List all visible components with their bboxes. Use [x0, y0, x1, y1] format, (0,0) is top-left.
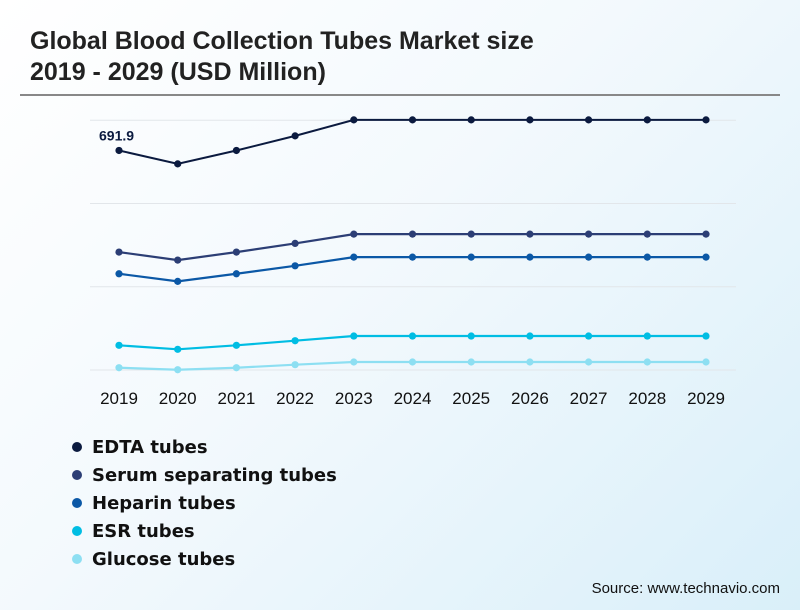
legend-dot-icon: [72, 526, 82, 536]
x-tick-label: 2025: [452, 389, 490, 408]
data-point: [115, 146, 123, 155]
legend-dot-icon: [72, 470, 82, 480]
data-point: [643, 230, 651, 238]
data-point: [350, 332, 358, 340]
data-point: [232, 341, 240, 349]
data-point: [291, 239, 299, 248]
title-divider: [20, 94, 780, 96]
data-point: [467, 332, 475, 340]
legend-item: Glucose tubes: [72, 545, 337, 573]
data-label: 691.9: [99, 127, 134, 143]
data-point: [702, 332, 710, 340]
x-tick-label: 2027: [570, 389, 608, 408]
data-point: [643, 358, 651, 366]
legend-label: Glucose tubes: [92, 548, 236, 570]
data-point: [174, 256, 182, 264]
data-point: [291, 361, 299, 369]
data-point: [526, 253, 534, 261]
data-point: [408, 253, 417, 261]
data-point: [526, 358, 534, 366]
data-point: [702, 253, 710, 261]
legend-item: ESR tubes: [72, 517, 337, 545]
series-line-edta-tubes: [118, 118, 706, 165]
data-point: [408, 332, 417, 340]
data-point: [585, 116, 593, 124]
chart-title: Global Blood Collection Tubes Market siz…: [30, 26, 534, 88]
data-point: [350, 253, 358, 261]
data-point: [232, 248, 240, 256]
data-point: [467, 230, 475, 238]
data-point: [115, 248, 123, 256]
data-point: [350, 358, 358, 366]
data-point: [643, 332, 651, 340]
legend-dot-icon: [72, 554, 82, 564]
legend: EDTA tubes Serum separating tubes Heparin …: [72, 433, 337, 573]
data-point: [585, 358, 593, 366]
data-point: [232, 270, 240, 278]
x-tick-label: 2020: [159, 389, 197, 408]
x-tick-label: 2019: [100, 389, 138, 408]
source-text: Source: www.technavio.com: [591, 580, 780, 597]
data-point: [526, 332, 534, 340]
x-tick-label: 2023: [335, 389, 373, 408]
data-point: [174, 160, 182, 168]
legend-dot-icon: [72, 442, 82, 452]
data-point: [467, 116, 475, 124]
data-point: [643, 116, 651, 124]
x-tick-label: 2029: [687, 389, 725, 408]
data-point: [585, 253, 593, 261]
data-point: [702, 230, 710, 238]
x-tick-label: 2028: [628, 389, 666, 408]
data-point: [350, 116, 358, 124]
data-point: [115, 364, 123, 372]
title-line-1: Global Blood Collection Tubes Market siz…: [30, 27, 534, 55]
data-point: [115, 341, 123, 349]
data-point: [232, 146, 240, 155]
legend-item: Serum separating tubes: [72, 461, 337, 489]
data-point: [408, 358, 417, 366]
legend-label: Serum separating tubes: [92, 464, 337, 486]
data-point: [408, 230, 417, 238]
data-point: [174, 277, 182, 285]
legend-dot-icon: [72, 498, 82, 508]
legend-item: EDTA tubes: [72, 433, 337, 461]
x-tick-label: 2021: [217, 389, 255, 408]
data-point: [526, 230, 534, 238]
data-point: [702, 358, 710, 366]
data-point: [291, 337, 299, 345]
data-point: [174, 345, 182, 353]
legend-label: EDTA tubes: [92, 436, 208, 458]
x-tick-label: 2022: [276, 389, 314, 408]
data-point: [702, 116, 710, 124]
title-line-2: 2019 - 2029 (USD Million): [30, 58, 326, 86]
legend-item: Heparin tubes: [72, 489, 337, 517]
data-point: [291, 262, 299, 270]
x-tick-label: 2024: [394, 389, 432, 408]
data-point: [526, 116, 534, 124]
data-point: [232, 364, 240, 372]
data-point: [585, 332, 593, 340]
legend-label: ESR tubes: [92, 520, 195, 542]
data-point: [643, 253, 651, 261]
data-point: [174, 366, 182, 374]
data-point: [291, 132, 299, 140]
legend-label: Heparin tubes: [92, 492, 236, 514]
data-point: [467, 253, 475, 261]
data-point: [467, 358, 475, 366]
data-point: [115, 270, 123, 278]
data-point: [408, 116, 417, 124]
data-point: [350, 230, 358, 238]
data-point: [585, 230, 593, 238]
series-line-heparin-tubes: [118, 256, 706, 283]
x-tick-label: 2026: [511, 389, 549, 408]
